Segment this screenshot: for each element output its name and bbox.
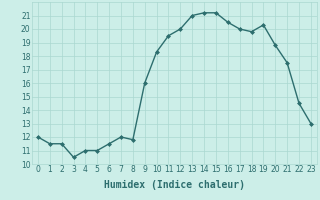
- X-axis label: Humidex (Indice chaleur): Humidex (Indice chaleur): [104, 180, 245, 190]
